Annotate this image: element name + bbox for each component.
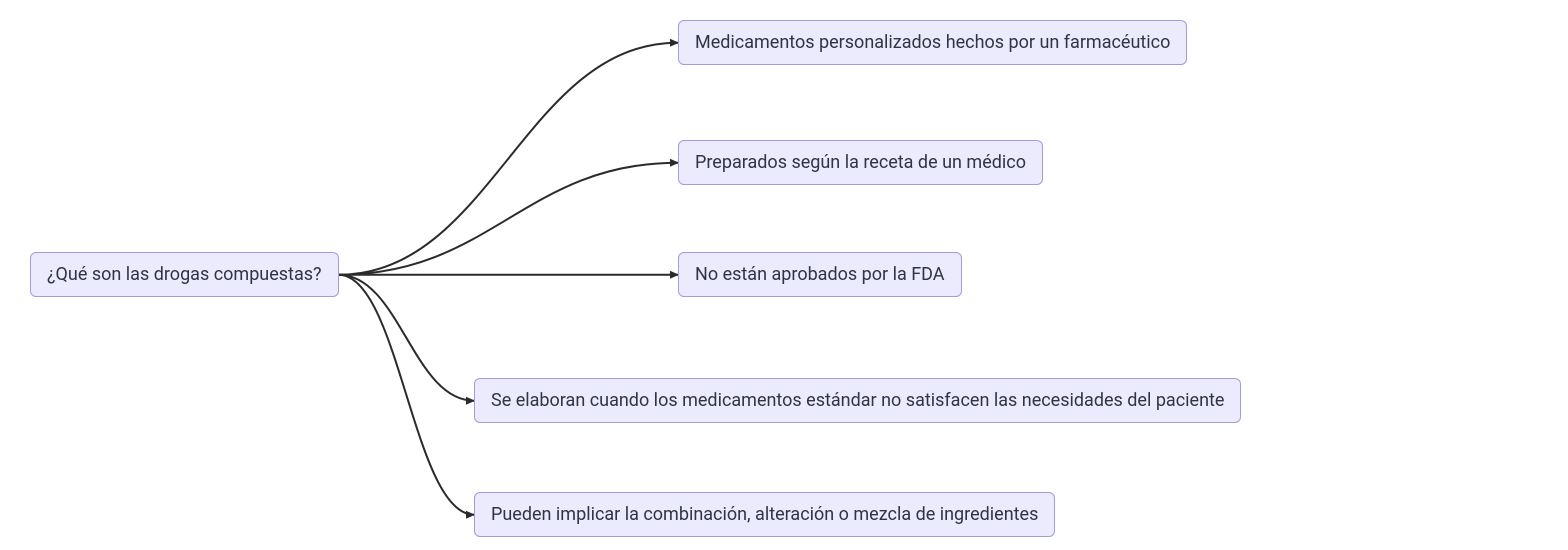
child-node-3: No están aprobados por la FDA — [678, 252, 962, 297]
child-node-1-label: Medicamentos personalizados hechos por u… — [695, 32, 1170, 53]
child-node-2: Preparados según la receta de un médico — [678, 140, 1043, 185]
child-node-3-label: No están aprobados por la FDA — [695, 264, 945, 285]
edge-to-c2 — [339, 163, 678, 275]
root-node-label: ¿Qué son las drogas compuestas? — [47, 264, 322, 285]
child-node-5-label: Pueden implicar la combinación, alteraci… — [491, 504, 1038, 525]
child-node-1: Medicamentos personalizados hechos por u… — [678, 20, 1187, 65]
edge-to-c4 — [339, 275, 474, 401]
child-node-4-label: Se elaboran cuando los medicamentos está… — [491, 390, 1224, 411]
edge-to-c5 — [339, 275, 474, 515]
root-node: ¿Qué son las drogas compuestas? — [30, 252, 339, 297]
child-node-5: Pueden implicar la combinación, alteraci… — [474, 492, 1055, 537]
child-node-4: Se elaboran cuando los medicamentos está… — [474, 378, 1241, 423]
child-node-2-label: Preparados según la receta de un médico — [695, 152, 1026, 173]
edge-to-c1 — [339, 43, 678, 275]
